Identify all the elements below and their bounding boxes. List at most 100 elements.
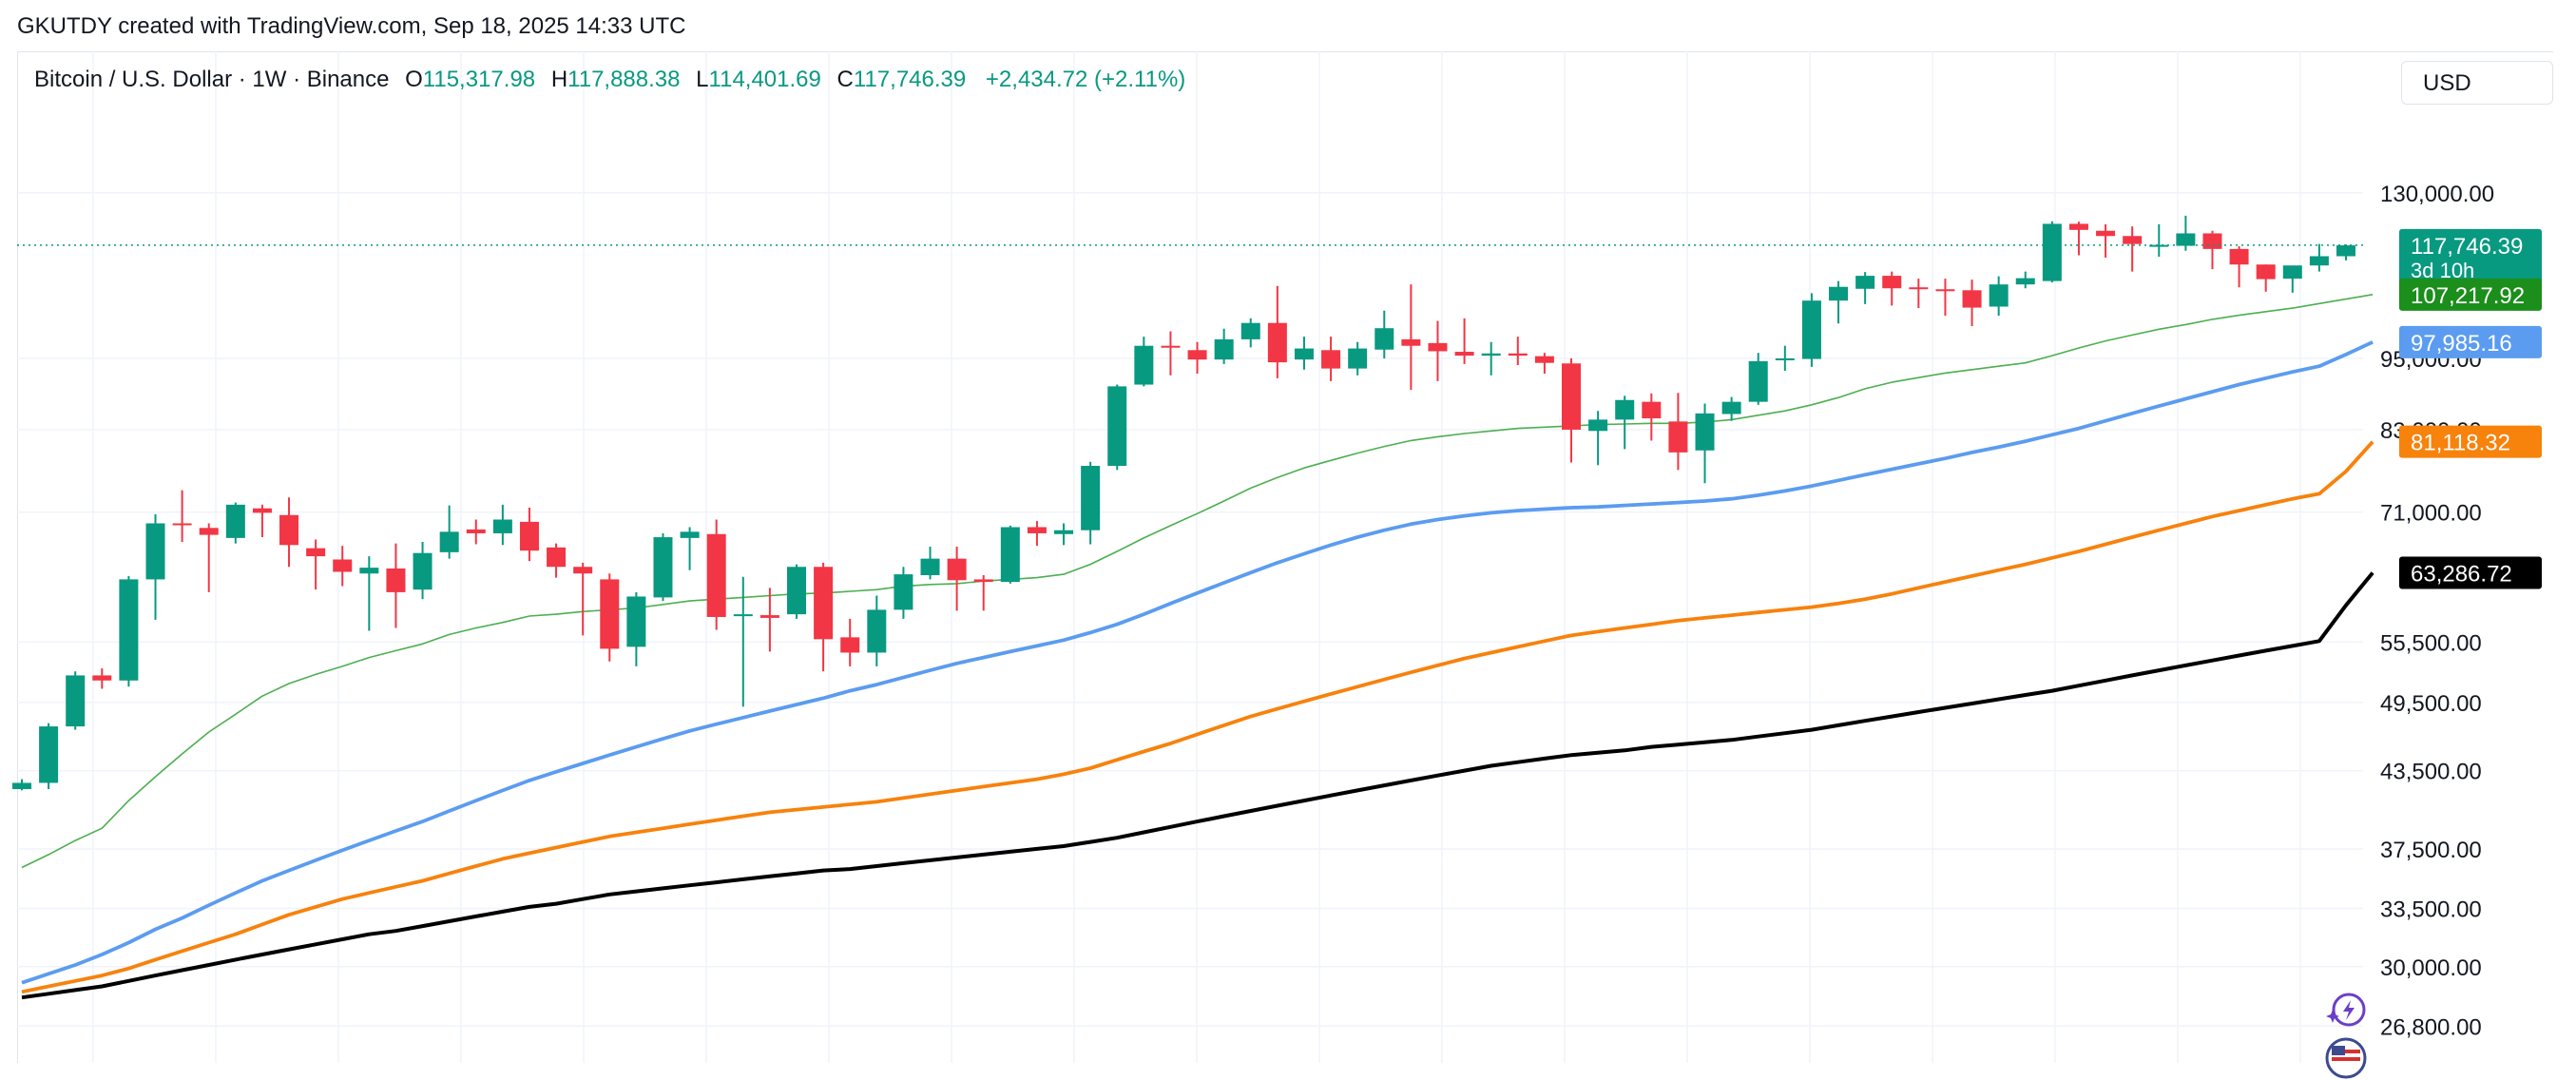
candle-body xyxy=(1882,276,1902,289)
candle[interactable] xyxy=(413,541,433,600)
candle[interactable] xyxy=(39,723,59,790)
moving-average-lines xyxy=(21,294,2374,1000)
candle[interactable] xyxy=(787,564,806,619)
candle[interactable] xyxy=(386,543,406,628)
candle[interactable] xyxy=(600,573,620,662)
candle[interactable] xyxy=(145,513,165,620)
candle[interactable] xyxy=(2149,223,2169,257)
candle[interactable] xyxy=(172,490,192,542)
candle[interactable] xyxy=(1107,384,1127,471)
candle[interactable] xyxy=(920,546,940,580)
candle[interactable] xyxy=(1801,293,1821,367)
candle[interactable] xyxy=(2336,244,2355,260)
candle[interactable] xyxy=(547,543,567,578)
candle[interactable] xyxy=(1508,337,1528,366)
candle[interactable] xyxy=(573,562,593,636)
candle[interactable] xyxy=(359,556,379,631)
candle[interactable] xyxy=(1642,393,1662,441)
candle[interactable] xyxy=(1000,525,1020,584)
candle[interactable] xyxy=(1615,395,1635,450)
candle[interactable] xyxy=(279,497,299,568)
candle[interactable] xyxy=(706,519,726,630)
candle[interactable] xyxy=(252,504,272,538)
candle[interactable] xyxy=(1428,320,1448,381)
candle-body xyxy=(653,537,673,598)
candle[interactable] xyxy=(2202,230,2222,270)
candle[interactable] xyxy=(439,505,459,559)
candle[interactable] xyxy=(973,574,993,611)
candle[interactable] xyxy=(840,618,860,666)
candle[interactable] xyxy=(2015,271,2035,289)
candle[interactable] xyxy=(199,523,219,592)
symbol-title[interactable]: Bitcoin / U.S. Dollar · 1W · Binance xyxy=(34,67,390,92)
candle-body xyxy=(386,568,406,592)
candle[interactable] xyxy=(1348,341,1368,376)
candle[interactable] xyxy=(1134,337,1154,387)
candle[interactable] xyxy=(2096,223,2116,258)
candle[interactable] xyxy=(2282,265,2302,293)
candle[interactable] xyxy=(1454,318,1474,364)
candle[interactable] xyxy=(519,507,539,562)
candle[interactable] xyxy=(1909,279,1929,309)
candle[interactable] xyxy=(1962,280,1982,327)
candle[interactable] xyxy=(2229,246,2249,288)
candle-body xyxy=(1454,352,1474,357)
sparkle-lightning-icon[interactable] xyxy=(2324,989,2368,1032)
candle[interactable] xyxy=(225,502,245,544)
candle[interactable] xyxy=(1935,279,1955,317)
candle[interactable] xyxy=(1481,341,1501,376)
candle[interactable] xyxy=(1989,276,2009,317)
candle[interactable] xyxy=(733,576,753,707)
flag-globe-icon[interactable] xyxy=(2324,1036,2368,1080)
candle[interactable] xyxy=(1214,328,1234,364)
candle[interactable] xyxy=(492,504,512,546)
candle[interactable] xyxy=(1882,271,1902,306)
candle[interactable] xyxy=(2042,221,2062,283)
candle[interactable] xyxy=(466,519,486,545)
candle[interactable] xyxy=(1321,337,1341,381)
candle[interactable] xyxy=(12,779,31,791)
candle[interactable] xyxy=(1588,411,1608,466)
currency-button[interactable]: USD xyxy=(2401,61,2553,105)
candle[interactable] xyxy=(1294,337,1314,370)
candle[interactable] xyxy=(2309,243,2329,272)
candle[interactable] xyxy=(1562,357,1581,463)
candle[interactable] xyxy=(92,668,112,689)
candle[interactable] xyxy=(626,591,646,666)
candle[interactable] xyxy=(1054,523,1074,546)
candle[interactable] xyxy=(1855,272,1875,304)
candle-body xyxy=(973,579,993,583)
candle[interactable] xyxy=(894,567,913,619)
candle[interactable] xyxy=(759,588,779,652)
candle[interactable] xyxy=(814,562,834,672)
candle[interactable] xyxy=(947,546,967,611)
candle[interactable] xyxy=(1401,284,1421,391)
candle[interactable] xyxy=(1721,396,1741,421)
candle[interactable] xyxy=(333,546,353,587)
candle[interactable] xyxy=(1267,285,1287,378)
candle[interactable] xyxy=(1829,280,1849,324)
candle[interactable] xyxy=(2068,222,2088,256)
candle[interactable] xyxy=(1161,331,1181,376)
candles[interactable] xyxy=(12,215,2355,791)
candle[interactable] xyxy=(119,575,139,687)
candle[interactable] xyxy=(1534,353,1554,375)
candle[interactable] xyxy=(306,539,326,590)
candle[interactable] xyxy=(1695,403,1715,484)
candle[interactable] xyxy=(680,527,700,570)
candle[interactable] xyxy=(1775,345,1795,372)
candle[interactable] xyxy=(1240,318,1260,348)
candle[interactable] xyxy=(1027,521,1047,547)
candle[interactable] xyxy=(1187,341,1207,375)
candle[interactable] xyxy=(1668,393,1688,471)
candle[interactable] xyxy=(1081,461,1101,545)
candle[interactable] xyxy=(867,595,887,666)
ma-badge-3-text: 63,286.72 xyxy=(2411,561,2512,587)
candle[interactable] xyxy=(1375,310,1394,358)
candle[interactable] xyxy=(2256,264,2276,292)
candle[interactable] xyxy=(2123,226,2143,272)
candle[interactable] xyxy=(1748,353,1768,405)
candle[interactable] xyxy=(653,532,673,602)
candle[interactable] xyxy=(66,671,86,730)
